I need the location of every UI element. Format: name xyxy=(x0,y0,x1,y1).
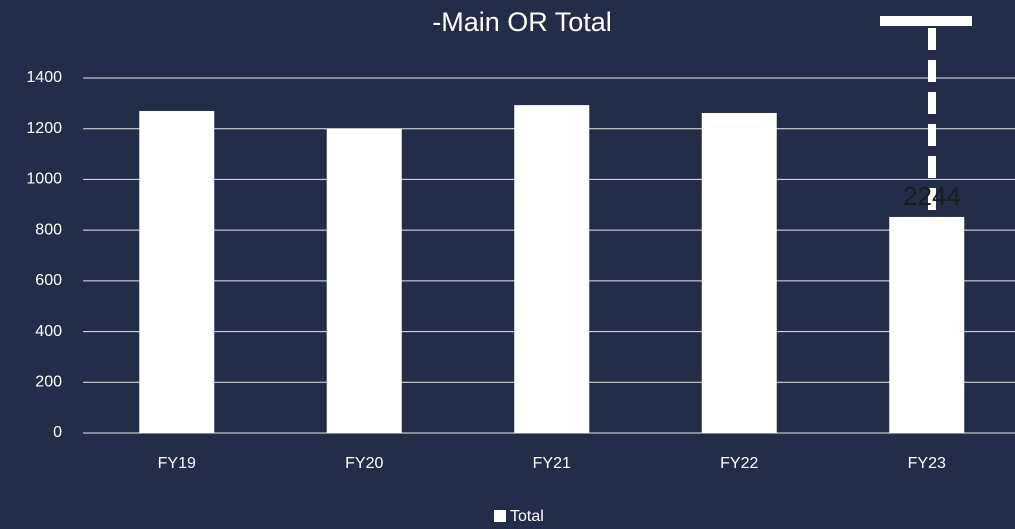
x-tick-label: FY21 xyxy=(533,455,571,472)
bar xyxy=(889,216,965,433)
x-tick-label: FY22 xyxy=(720,455,758,472)
legend-swatch xyxy=(494,510,506,522)
bar xyxy=(326,128,402,433)
y-tick-label: 400 xyxy=(35,323,62,340)
y-tick-label: 200 xyxy=(35,374,62,391)
annotation: 2244 xyxy=(903,181,961,211)
annotation-shape xyxy=(880,16,972,230)
bar xyxy=(514,105,590,433)
x-tick-label: FY23 xyxy=(908,455,946,472)
y-tick-label: 1400 xyxy=(26,69,62,86)
bar xyxy=(139,110,215,433)
cap xyxy=(880,16,972,26)
x-tick-label: FY20 xyxy=(345,455,383,472)
chart-title: -Main OR Total xyxy=(432,7,612,37)
bar xyxy=(701,112,777,433)
y-tick-label: 1000 xyxy=(26,171,62,188)
y-tick-label: 1200 xyxy=(26,120,62,137)
plot-area: 0 200 400 600 800 1000 1200 1400 FY19 FY20 FY21 FY2… xyxy=(26,69,1015,472)
y-tick-label: 600 xyxy=(35,272,62,289)
legend-label: Total xyxy=(510,508,544,525)
y-tick-label: 800 xyxy=(35,221,62,238)
y-tick-label: 0 xyxy=(53,424,62,441)
x-tick-label: FY19 xyxy=(158,455,196,472)
